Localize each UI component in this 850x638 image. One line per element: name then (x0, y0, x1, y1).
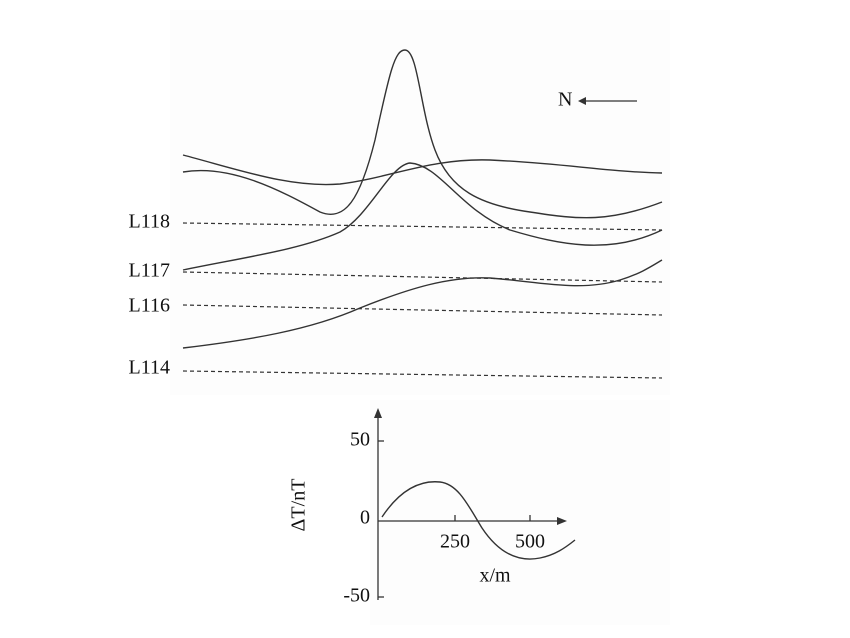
line-label: L116 (129, 295, 170, 317)
north-label: N (558, 89, 572, 111)
inset-panel (370, 400, 670, 625)
profile-baseline (182, 222, 663, 231)
axis-arrowhead (374, 408, 382, 418)
profile-baseline (182, 370, 663, 379)
y-axis-label: ΔT/nT (288, 479, 310, 532)
north-arrowhead (578, 97, 586, 105)
x-tick-label: 250 (440, 531, 470, 553)
line-label: L118 (129, 211, 170, 233)
profile-curve (182, 154, 663, 186)
line-label: L117 (129, 260, 170, 282)
profile-curve (182, 49, 663, 219)
y-tick-label: 50 (350, 429, 370, 451)
x-tick-label: 500 (515, 531, 545, 553)
x-axis-label: x/m (479, 565, 511, 587)
inset-curve (381, 481, 576, 560)
y-tick-label: -50 (343, 585, 370, 607)
y-tick-label: 0 (360, 507, 370, 529)
profile-curve (182, 162, 663, 271)
profile-curve (182, 259, 663, 349)
profile-baseline (182, 271, 663, 283)
profile-baseline (182, 304, 663, 316)
axis-arrowhead (557, 517, 567, 525)
profile-panel (170, 10, 670, 395)
line-label: L114 (129, 357, 170, 379)
